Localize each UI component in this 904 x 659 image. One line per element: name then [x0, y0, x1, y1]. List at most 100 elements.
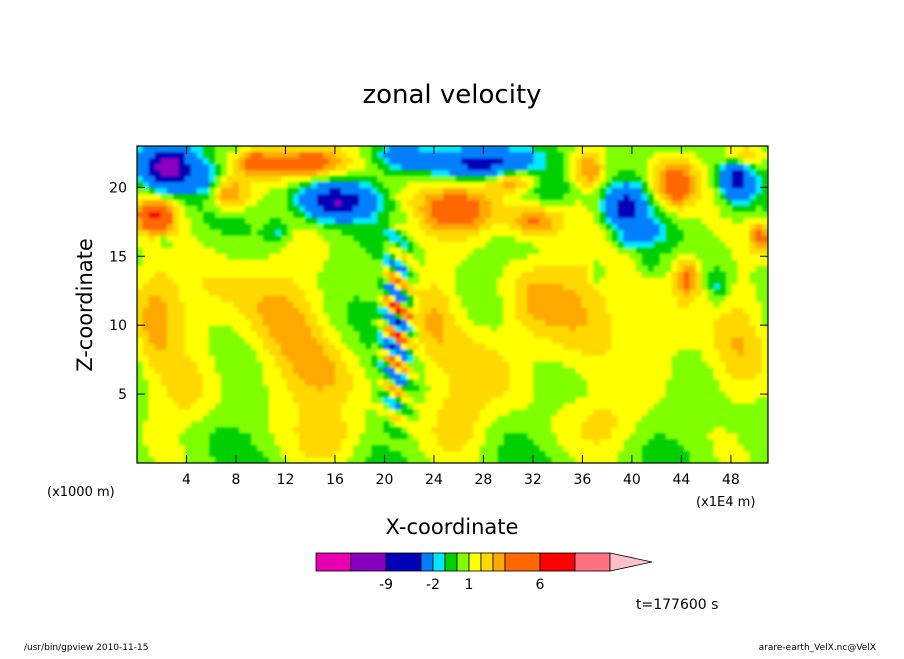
field-cell	[623, 223, 631, 231]
field-cell	[166, 426, 174, 434]
field-cell	[605, 438, 613, 446]
field-cell	[359, 420, 366, 428]
field-cell	[449, 438, 456, 446]
field-cell	[605, 343, 613, 350]
field-cell	[635, 337, 643, 344]
field-cell	[665, 319, 673, 326]
field-cell	[347, 193, 354, 201]
field-cell	[226, 367, 234, 374]
field-cell	[557, 325, 564, 332]
field-cell	[629, 331, 637, 338]
field-cell	[581, 432, 589, 440]
field-cell	[316, 229, 324, 237]
field-cell	[545, 331, 552, 338]
field-cell	[497, 420, 504, 428]
field-cell	[208, 361, 216, 368]
field-cell	[335, 444, 342, 452]
field-cell	[280, 181, 288, 189]
field-cell	[719, 325, 727, 332]
field-cell	[497, 438, 504, 446]
field-cell	[689, 175, 697, 183]
field-cell	[671, 265, 679, 272]
field-cell	[238, 396, 246, 404]
field-cell	[665, 265, 673, 272]
field-cell	[274, 181, 282, 189]
field-cell	[581, 331, 589, 338]
field-cell	[202, 205, 210, 213]
field-cell	[623, 361, 631, 368]
field-cell	[196, 241, 204, 248]
field-cell	[220, 343, 228, 350]
field-cell	[148, 444, 156, 452]
field-cell	[665, 307, 673, 314]
field-cell	[250, 229, 258, 237]
field-cell	[479, 199, 486, 207]
field-cell	[671, 361, 679, 368]
field-cell	[731, 199, 739, 207]
field-cell	[292, 361, 300, 368]
field-cell	[569, 438, 576, 446]
field-cell	[395, 343, 402, 350]
field-cell	[719, 157, 727, 165]
field-cell	[329, 408, 336, 416]
field-cell	[280, 444, 288, 452]
field-cell	[491, 271, 498, 278]
field-cell	[160, 361, 168, 368]
field-cell	[401, 343, 408, 350]
field-cell	[220, 337, 228, 344]
field-cell	[268, 372, 276, 380]
field-cell	[641, 402, 649, 410]
field-cell	[196, 349, 204, 356]
field-cell	[695, 271, 703, 278]
field-cell	[347, 408, 354, 416]
field-cell	[383, 229, 390, 237]
field-cell	[659, 414, 667, 422]
field-cell	[137, 372, 144, 380]
field-cell	[575, 343, 583, 350]
field-cell	[256, 283, 264, 290]
field-cell	[455, 283, 462, 290]
field-cell	[160, 444, 168, 452]
field-cell	[202, 456, 210, 463]
field-cell	[190, 205, 198, 213]
field-cell	[713, 301, 721, 308]
field-cell	[437, 211, 444, 219]
field-cell	[365, 205, 372, 213]
field-cell	[449, 432, 456, 440]
field-cell	[395, 271, 402, 278]
field-cell	[316, 307, 324, 314]
field-cell	[731, 331, 739, 338]
field-cell	[683, 301, 691, 308]
field-cell	[695, 157, 703, 165]
field-cell	[437, 253, 444, 260]
field-cell	[160, 295, 168, 302]
field-cell	[563, 169, 570, 177]
field-cell	[455, 181, 462, 189]
field-cell	[539, 301, 546, 308]
field-cell	[515, 181, 522, 189]
field-cell	[419, 271, 426, 278]
field-cell	[683, 319, 691, 326]
field-cell	[569, 205, 576, 213]
field-cell	[298, 271, 306, 278]
field-cell	[587, 241, 595, 248]
field-cell	[623, 414, 631, 422]
field-cell	[310, 175, 318, 183]
field-cell	[419, 223, 426, 231]
field-cell	[148, 402, 156, 410]
field-cell	[563, 402, 570, 410]
field-cell	[389, 372, 396, 380]
field-cell	[262, 349, 270, 356]
field-cell	[238, 271, 246, 278]
field-cell	[413, 301, 420, 308]
field-cell	[683, 444, 691, 452]
field-cell	[749, 283, 757, 290]
field-cell	[689, 223, 697, 231]
field-cell	[629, 289, 637, 296]
field-cell	[274, 367, 282, 374]
field-cell	[509, 337, 516, 344]
field-cell	[563, 372, 570, 380]
field-cell	[503, 259, 510, 266]
field-cell	[142, 420, 150, 428]
field-cell	[395, 390, 402, 398]
